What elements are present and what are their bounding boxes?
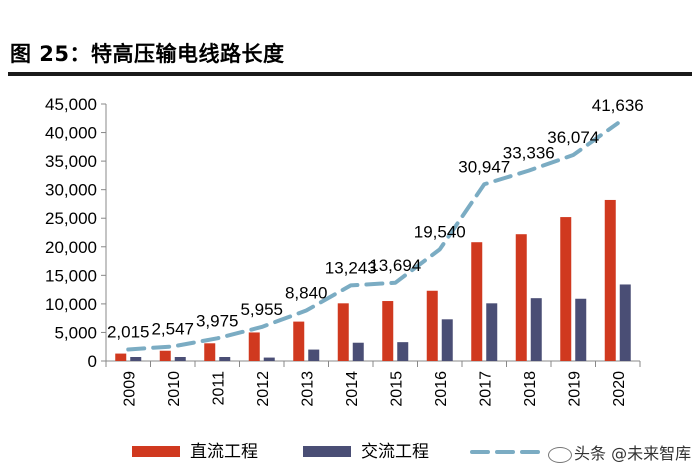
x-tick-label: 2017: [477, 371, 494, 407]
line-data-label: 13,694: [369, 256, 421, 275]
bar-dc: [471, 242, 483, 361]
line-data-label: 8,840: [285, 284, 328, 303]
legend-label-ac: 交流工程: [361, 442, 429, 462]
bar-dc: [560, 217, 572, 361]
y-tick-label: 10,000: [45, 295, 97, 314]
x-tick-label: 2013: [299, 371, 316, 407]
bar-dc: [426, 290, 438, 361]
watermark: 头条 @未来智库: [548, 440, 691, 464]
y-tick-label: 25,000: [45, 209, 97, 228]
line-data-label: 2,547: [151, 319, 194, 338]
line-data-label: 2,015: [107, 322, 150, 341]
bar-ac: [441, 319, 453, 361]
line-data-label: 41,636: [592, 96, 644, 115]
bar-ac: [397, 342, 409, 361]
line-data-label: 19,540: [414, 222, 466, 241]
x-tick-label: 2011: [210, 371, 227, 406]
legend-swatch-dc: [132, 446, 180, 457]
line-data-label: 30,947: [458, 157, 510, 176]
bar-ac: [308, 349, 320, 361]
bar-dc: [337, 303, 349, 361]
bar-dc: [604, 199, 616, 361]
bar-ac: [263, 357, 275, 361]
y-tick-label: 20,000: [45, 238, 97, 257]
bar-ac: [352, 342, 364, 361]
line-data-label: 3,975: [196, 311, 239, 330]
line-data-label: 33,336: [503, 144, 555, 163]
x-tick-label: 2010: [166, 371, 183, 407]
y-tick-label: 40,000: [45, 124, 97, 143]
y-tick-label: 30,000: [45, 181, 97, 200]
bar-dc: [204, 343, 216, 361]
x-tick-label: 2014: [344, 371, 361, 407]
line-data-label: 13,243: [325, 258, 377, 277]
line-data-label: 5,955: [240, 300, 283, 319]
bar-ac: [575, 298, 587, 361]
bar-ac: [174, 357, 186, 361]
bar-ac: [130, 357, 142, 361]
y-tick-label: 45,000: [45, 95, 97, 114]
bar-dc: [293, 321, 305, 361]
bar-ac: [619, 284, 631, 361]
bar-dc: [248, 332, 260, 361]
legend-swatch-ac: [303, 446, 351, 457]
y-tick-label: 15,000: [45, 266, 97, 285]
bar-ac: [486, 303, 498, 361]
x-tick-label: 2015: [388, 371, 405, 407]
y-tick-label: 35,000: [45, 152, 97, 171]
x-tick-label: 2020: [611, 371, 628, 407]
chat-bubble-icon: [548, 446, 572, 463]
title-rule: [8, 72, 692, 76]
legend-label-dc: 直流工程: [190, 442, 258, 462]
y-tick-label: 5,000: [54, 323, 97, 342]
y-tick-label: 0: [88, 352, 97, 371]
line-data-label: 36,074: [547, 128, 599, 147]
series-line: [126, 121, 620, 352]
x-tick-label: 2016: [433, 371, 450, 407]
bar-dc: [159, 350, 171, 361]
figure-title: 图 25：特高压输电线路长度: [10, 42, 285, 66]
bar-dc: [382, 301, 394, 361]
x-tick-label: 2019: [566, 371, 583, 407]
bar-ac: [219, 357, 231, 361]
x-tick-label: 2009: [121, 371, 138, 407]
bar-ac: [530, 298, 542, 361]
bar-dc: [115, 353, 127, 361]
bar-dc: [515, 234, 527, 361]
x-tick-label: 2018: [522, 371, 539, 407]
watermark-text: 头条 @未来智库: [574, 444, 692, 463]
x-tick-label: 2012: [255, 371, 272, 407]
